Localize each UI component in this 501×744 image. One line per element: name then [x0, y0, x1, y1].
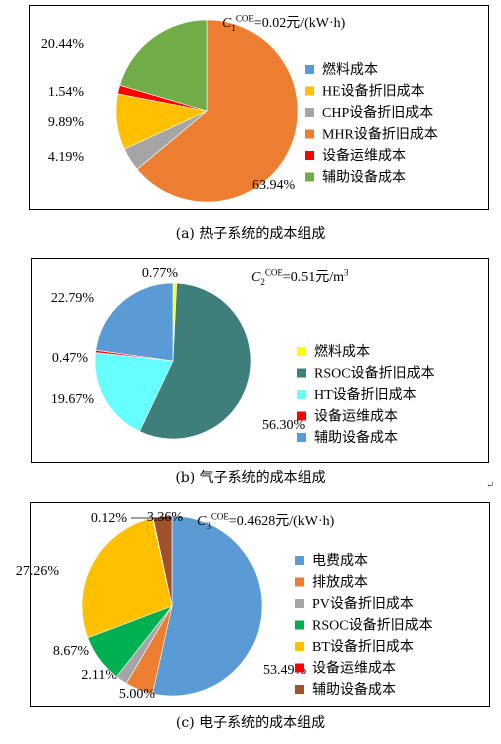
slice-label: 8.67%: [53, 644, 90, 659]
slice-label: 0.77%: [142, 266, 179, 281]
slice-label: 0.12%: [91, 511, 128, 526]
pie-chart-c: 53.49%5.00%2.11%8.67%27.26%0.12% 3.36%电费成…: [16, 510, 433, 702]
legend-swatch: [305, 86, 314, 96]
legend-label: RSOC设备折旧成本: [314, 365, 435, 382]
chart-panel-a: 63.94% 4.19% 9.89% 1.54% 20.44% 燃料成本 HE设备折旧成本 C…: [29, 5, 489, 210]
eq-value-a: =0.02元/(kW·h): [253, 16, 346, 31]
pie-chart-a: 63.94% 4.19% 9.89% 1.54% 20.44% 燃料成本 HE设备折旧成本 C…: [41, 19, 438, 203]
legend-swatch: [295, 620, 304, 630]
legend-label: HE设备折旧成本: [322, 83, 425, 100]
equation-a: C1COE=0.02元/(kW·h): [222, 12, 346, 33]
legend-swatch: [297, 368, 306, 378]
pie-chart-b: 0.77% 56.30% 19.67% 0.47% 22.79% 燃料成本 RSOC设备折旧…: [51, 266, 435, 446]
pie-slice: [152, 515, 263, 697]
slice-label: 27.26%: [16, 564, 60, 579]
eq-sub-a: 1: [231, 22, 236, 33]
legend-swatch: [295, 642, 304, 651]
legend-label: 辅助设备成本: [314, 429, 398, 446]
legend-label: 设备运维成本: [322, 147, 406, 164]
legend-label: 排放成本: [312, 575, 368, 591]
slice-label: 19.67%: [51, 392, 95, 407]
equation-c: C3COE=0.4628元/(kW·h): [197, 510, 335, 531]
eq-var-c: C: [197, 514, 207, 529]
legend-swatch: [305, 129, 314, 139]
caption-c: (c) 电子系统的成本组成: [175, 715, 326, 731]
slice-label: 0.47%: [52, 351, 89, 366]
legend-label: 辅助设备成本: [312, 681, 396, 698]
legend-swatch: [297, 390, 306, 399]
slice-label: 22.79%: [51, 291, 95, 306]
legend-swatch: [295, 685, 304, 694]
slice-label: 56.30%: [262, 418, 306, 433]
legend-label: RSOC设备折旧成本: [312, 617, 433, 634]
pie-slice: [119, 19, 208, 112]
eq-sup-c: COE: [210, 511, 229, 522]
leader-line: [131, 517, 172, 519]
legend-label: MHR设备折旧成本: [322, 126, 438, 143]
slice-label: 2.11%: [81, 668, 117, 683]
slice-label: 63.94%: [252, 178, 296, 193]
legend-swatch: [297, 433, 306, 442]
eq-var-b: C: [251, 270, 261, 285]
slice-label: 1.54%: [48, 85, 85, 100]
caption-a: (a) 热子系统的成本组成: [175, 226, 326, 242]
return-mark: ↵: [486, 480, 495, 491]
eq-sup2-b: 3: [344, 267, 349, 278]
pie-slice: [81, 517, 173, 639]
equation-b: C2COE=0.51元/m3: [251, 266, 349, 287]
slice-label: 5.00%: [119, 687, 156, 702]
slice-label: 20.44%: [41, 37, 85, 52]
caption-b: (b) 气子系统的成本组成: [175, 470, 326, 486]
legend-swatch: [305, 151, 314, 160]
eq-sup-a: COE: [235, 13, 254, 24]
legend-swatch: [305, 108, 314, 117]
pie-slice: [94, 352, 174, 432]
legend-swatch: [297, 411, 306, 421]
legend-label: 燃料成本: [314, 343, 370, 360]
legend-label: 辅助设备成本: [322, 169, 406, 186]
pie-slice: [136, 19, 299, 203]
slice-label: 3.36%: [147, 510, 184, 525]
eq-value-b: =0.51元/m: [282, 270, 345, 285]
slice-label: 4.19%: [48, 150, 85, 165]
legend-label: HT设备折旧成本: [314, 386, 417, 403]
legend-label: CHP设备折旧成本: [322, 104, 433, 121]
chart-panel-b: 0.77% 56.30% 19.67% 0.47% 22.79% 燃料成本 RSOC设备折旧…: [31, 258, 489, 463]
legend-swatch: [305, 65, 314, 74]
eq-sub-c: 3: [206, 520, 211, 531]
legend-label: 电费成本: [312, 553, 368, 569]
legend-swatch: [295, 556, 304, 565]
eq-sub-b: 2: [260, 276, 265, 287]
legend-label: 设备运维成本: [312, 660, 396, 677]
legend-swatch: [297, 347, 306, 356]
legend-label: 设备运维成本: [314, 408, 398, 425]
legend-label: BT设备折旧成本: [312, 638, 414, 655]
legend-label: 燃料成本: [322, 61, 378, 78]
legend-swatch: [295, 577, 304, 587]
eq-value-c: =0.4628元/(kW·h): [228, 514, 335, 529]
legend-label: PV设备折旧成本: [312, 595, 414, 612]
pie-slice: [95, 282, 174, 362]
slice-label: 9.89%: [48, 115, 85, 130]
pie-slice: [139, 282, 252, 440]
legend-swatch: [295, 599, 304, 608]
eq-sup-b: COE: [264, 267, 283, 278]
eq-var-a: C: [222, 16, 232, 31]
legend-swatch: [295, 663, 304, 673]
chart-panel-c: 53.49% 5.00% 2.11% 8.67% 27.26% 0.12% 3.36% 电费成…: [16, 502, 490, 707]
legend-swatch: [305, 172, 314, 182]
